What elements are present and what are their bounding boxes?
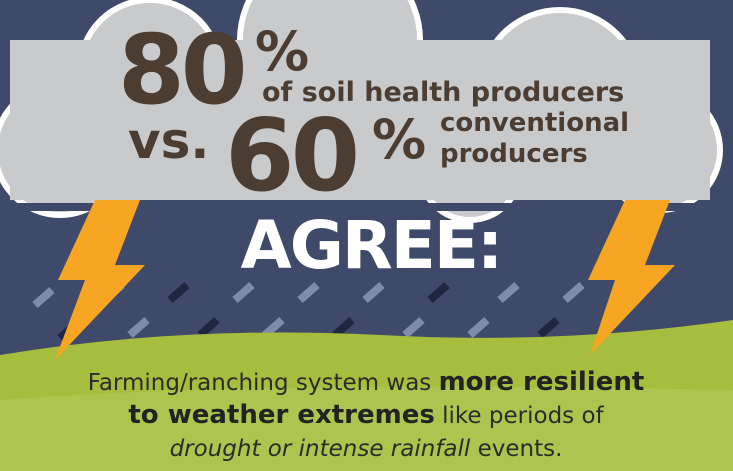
comparison-unit: % bbox=[372, 108, 426, 171]
comparison-number: 60 bbox=[225, 97, 356, 214]
comparison-prefix: vs. bbox=[128, 112, 209, 170]
statement-line: Farming/ranching system was more resilie… bbox=[88, 367, 645, 397]
statement-run: like periods of bbox=[435, 403, 605, 429]
cloud-body bbox=[0, 0, 710, 212]
lightning-bolt bbox=[55, 200, 145, 360]
statement-line: to weather extremes like periods of bbox=[128, 400, 604, 430]
stat-unit: % bbox=[255, 20, 309, 83]
headline: AGREE: bbox=[241, 207, 502, 284]
cloud-base bbox=[0, 203, 733, 211]
rain bbox=[32, 282, 585, 341]
hill-shade bbox=[0, 386, 733, 471]
statement-run: Farming/ranching system was bbox=[88, 370, 439, 396]
statement-run: to weather extremes bbox=[128, 400, 434, 430]
statement-run: drought or intense rainfall bbox=[170, 436, 471, 462]
statement-line: drought or intense rainfall events. bbox=[170, 436, 563, 462]
stat-number: 80 bbox=[118, 14, 244, 126]
stat-label: of soil health producers bbox=[262, 77, 624, 108]
statement-run: events. bbox=[470, 436, 562, 462]
lightning-bolt bbox=[588, 200, 675, 355]
comparison-label: producers bbox=[440, 139, 588, 169]
comparison-label: conventional bbox=[440, 108, 629, 138]
statement: Farming/ranching system was more resilie… bbox=[88, 367, 645, 462]
statement-run: more resilient bbox=[439, 367, 645, 397]
